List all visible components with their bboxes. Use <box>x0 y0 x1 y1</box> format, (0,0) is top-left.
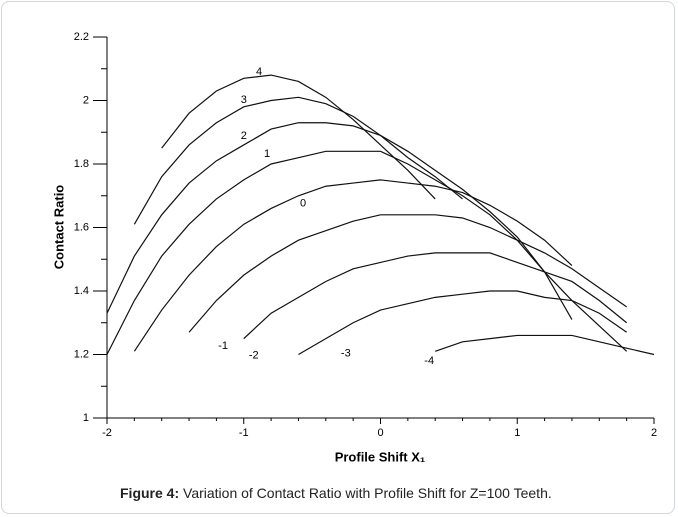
series-label: -3 <box>341 348 351 360</box>
series-line <box>106 150 628 355</box>
caption-label: Figure 4: <box>120 485 179 501</box>
series-line <box>133 179 573 352</box>
x-tick-label: 0 <box>377 427 383 439</box>
x-tick-label: -2 <box>102 427 112 439</box>
x-tick-label: 2 <box>651 427 657 439</box>
y-tick-label: 1 <box>83 412 89 424</box>
series-label: -4 <box>424 355 434 367</box>
series-label: -1 <box>218 340 228 352</box>
x-axis-title: Profile Shift X₁ <box>335 449 426 464</box>
series-label: 2 <box>241 130 247 142</box>
x-tick-label: 1 <box>514 427 520 439</box>
y-tick-label: 2.2 <box>74 31 89 43</box>
series-label: 4 <box>256 66 262 78</box>
caption: Figure 4: Variation of Contact Ratio wit… <box>120 485 552 501</box>
series-label: 1 <box>264 148 270 160</box>
y-tick-label: 2 <box>83 94 89 106</box>
series-line <box>243 252 628 340</box>
y-axis-title: Contact Ratio <box>51 185 66 270</box>
caption-text: Variation of Contact Ratio with Profile … <box>179 485 552 501</box>
y-tick-label: 1.4 <box>74 285 89 297</box>
series-label: 3 <box>241 94 247 106</box>
series-label: -2 <box>249 350 259 362</box>
series-line <box>298 290 627 356</box>
y-tick-label: 1.8 <box>74 158 89 170</box>
series-line <box>188 214 627 333</box>
y-tick-label: 1.6 <box>74 221 89 233</box>
series-line <box>133 96 463 225</box>
series-label: 0 <box>300 197 306 209</box>
series-line <box>161 74 436 200</box>
series-line <box>106 122 573 320</box>
x-tick-label: -1 <box>239 427 249 439</box>
series-line <box>435 334 655 356</box>
y-tick-label: 1.2 <box>74 348 89 360</box>
